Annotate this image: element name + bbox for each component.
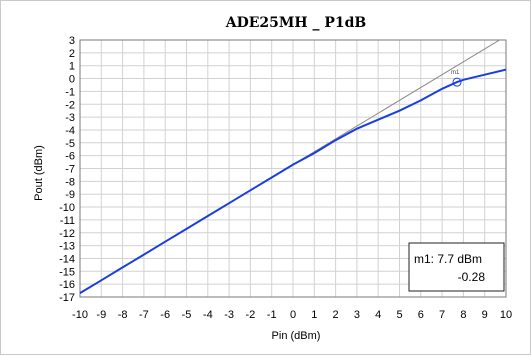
x-tick-label: 5: [396, 309, 402, 321]
x-tick-label: 8: [460, 309, 466, 321]
y-tick-label: -9: [65, 189, 75, 201]
y-tick-label: -12: [59, 228, 75, 240]
y-tick-label: -17: [59, 292, 75, 304]
y-axis-label: Pout (dBm): [33, 145, 45, 201]
y-tick-label: -6: [65, 151, 75, 163]
x-tick-label: -2: [246, 309, 256, 321]
x-tick-label: 2: [333, 309, 339, 321]
x-tick-label: -3: [224, 309, 234, 321]
y-tick-label: 1: [69, 61, 75, 73]
x-tick-label: -4: [203, 309, 213, 321]
y-tick-label: -15: [59, 266, 75, 278]
plot-area: [79, 39, 507, 298]
x-tick-label: -9: [96, 309, 106, 321]
y-axis-ticks: 3210-1-2-3-4-5-6-7-8-9-10-11-12-13-14-15…: [59, 35, 75, 304]
y-tick-label: -16: [59, 279, 75, 291]
x-tick-label: 10: [500, 309, 512, 321]
x-tick-label: 3: [354, 309, 360, 321]
readout-line-1: m1: 7.7 dBm: [414, 252, 482, 266]
x-tick-label: 1: [311, 309, 317, 321]
x-axis-ticks: -10 -9 -8 -7 -6 -5 -4 -3 -2 -1 0 1 2 3 4 5 6 7 8 9 10: [72, 309, 512, 321]
y-tick-label: -14: [59, 253, 75, 265]
readout-line-2: -0.28: [458, 270, 486, 284]
y-tick-label: -10: [59, 202, 75, 214]
readout-box-border: [408, 242, 505, 292]
y-tick-label: -7: [65, 164, 75, 176]
y-tick-label: -13: [59, 241, 75, 253]
x-tick-label: -1: [267, 309, 277, 321]
x-tick-label: -10: [72, 309, 88, 321]
y-tick-label: -3: [65, 112, 75, 124]
chart-title: ADE25MH _ P1dB: [225, 15, 367, 31]
y-tick-label: -8: [65, 176, 75, 188]
x-tick-label: 9: [482, 309, 488, 321]
marker-group: m1: [451, 70, 462, 87]
x-tick-label: -7: [139, 309, 149, 321]
y-tick-label: -1: [65, 86, 75, 98]
marker-m1: [452, 77, 462, 87]
marker-readout-box: m1: 7.7 dBm -0.28: [408, 242, 505, 292]
x-tick-label: 6: [418, 309, 424, 321]
y-tick-label: -2: [65, 99, 75, 111]
x-tick-label: 0: [290, 309, 296, 321]
y-tick-label: 3: [69, 35, 75, 47]
x-tick-label: 4: [375, 309, 381, 321]
y-tick-label: 2: [69, 48, 75, 60]
x-tick-label: -5: [182, 309, 192, 321]
series: [80, 40, 506, 294]
x-tick-label: -8: [118, 309, 128, 321]
y-tick-label: 0: [69, 74, 75, 86]
y-tick-label: -5: [65, 138, 75, 150]
y-tick-label: -11: [60, 215, 75, 227]
y-tick-label: -4: [65, 125, 75, 137]
x-tick-label: -6: [160, 309, 170, 321]
x-axis-label: Pin (dBm): [272, 330, 321, 342]
marker-m1-label: m1: [451, 70, 460, 76]
x-tick-label: 7: [439, 309, 445, 321]
series-line-pout: [80, 68, 506, 294]
